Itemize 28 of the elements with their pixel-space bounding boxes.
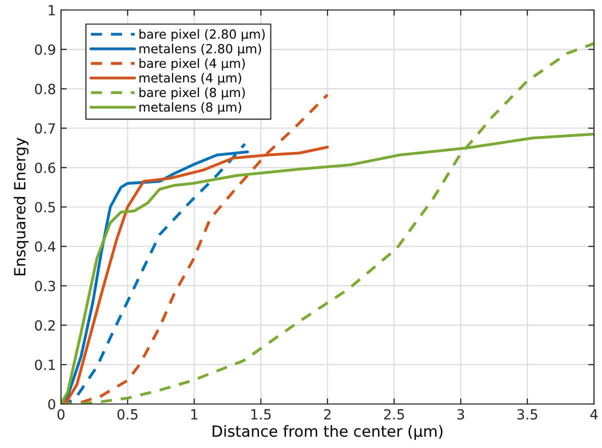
- y-tick-label: 0.1: [34, 360, 55, 370]
- y-tick-label: 0.4: [34, 241, 56, 252]
- x-tick-label: 2.5: [384, 409, 404, 420]
- y-tick-label: 0.9: [34, 44, 56, 55]
- y-tick-label: 1: [48, 5, 55, 16]
- legend-label: bare pixel (4 µm): [140, 58, 245, 70]
- x-tick-label: 0: [57, 409, 64, 420]
- legend-label: metalens (8 µm): [140, 102, 242, 114]
- legend-label: metalens (4 µm): [140, 72, 242, 86]
- legend-label: bare pixel (8 µm): [140, 88, 245, 100]
- x-tick-label: 4: [590, 409, 598, 420]
- legend-label: metalens (2.80 µm): [140, 44, 262, 56]
- x-tick-label: 0.5: [117, 409, 138, 420]
- y-tick-label: 0.7: [34, 123, 55, 134]
- legend-label: bare pixel (2.80 µm): [140, 29, 265, 42]
- y-tick-label: 0.8: [34, 84, 56, 94]
- y-tick-label: 0: [48, 398, 56, 410]
- x-tick-label: 1: [191, 409, 198, 420]
- y-tick-label: 0.5: [34, 202, 55, 212]
- x-tick-label: 2: [324, 409, 331, 420]
- y-tick-label: 0.2: [34, 320, 55, 331]
- y-tick-label: 0.6: [34, 162, 56, 174]
- y-tick-label: 0.3: [34, 280, 56, 292]
- x-tick-label: 3: [457, 409, 464, 420]
- y-axis-title: Ensquared Energy: [14, 138, 28, 276]
- x-axis-title: Distance from the center (µm): [212, 425, 442, 440]
- x-tick-label: 3.5: [517, 409, 538, 420]
- x-tick-label: 1.5: [251, 409, 271, 420]
